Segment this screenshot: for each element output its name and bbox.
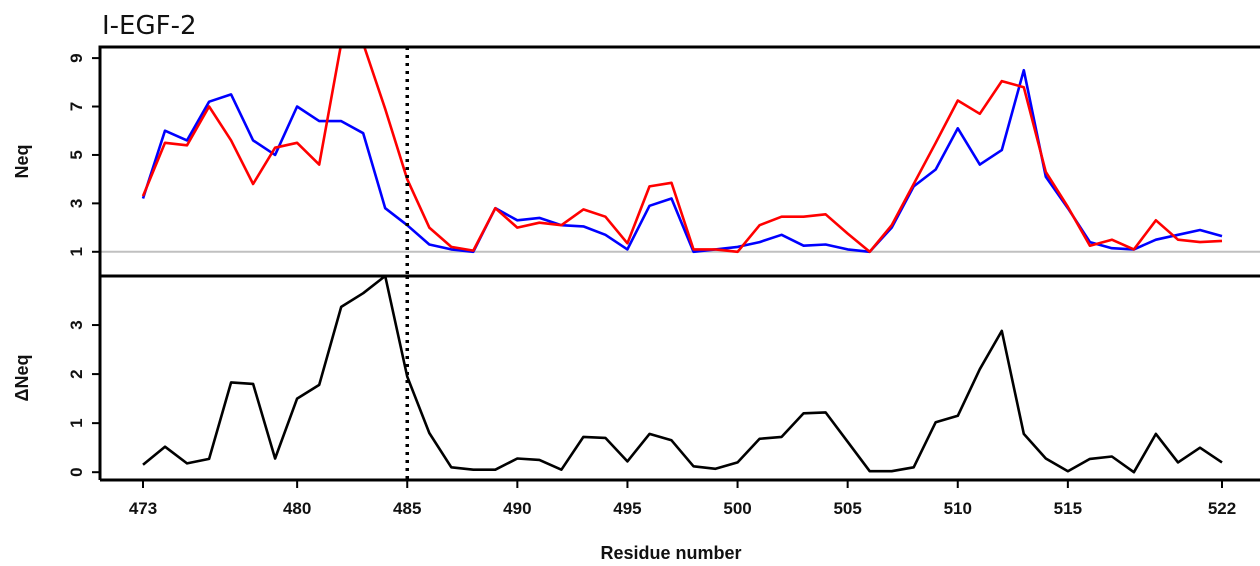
x-tick-label: 490 xyxy=(503,499,531,518)
x-tick-label: 505 xyxy=(833,499,861,518)
delta-neq-y-tick-label: 3 xyxy=(67,320,86,329)
delta-neq-panel: 0 1 2 3 473 480 485 490 495 500 505 510 515 522 ΔNeq… xyxy=(12,276,1260,563)
neq-series-1-line xyxy=(141,68,1223,254)
x-tick-label: 473 xyxy=(129,499,157,518)
x-axis-label: Residue number xyxy=(600,543,741,563)
x-tick-label: 510 xyxy=(944,499,972,518)
neq-y-tick-label: 5 xyxy=(67,150,86,159)
neq-y-tick-label: 9 xyxy=(67,53,86,62)
delta-neq-y-axis-label: ΔNeq xyxy=(12,355,32,402)
neq-series-group xyxy=(141,47,1223,254)
x-tick-label: 500 xyxy=(723,499,751,518)
neq-y-axis: 1 3 5 7 9 xyxy=(67,53,100,257)
delta-neq-y-tick-label: 0 xyxy=(67,467,86,476)
neq-series-2-line xyxy=(141,47,1223,254)
x-tick-label: 522 xyxy=(1208,499,1236,518)
x-tick-label: 480 xyxy=(283,499,311,518)
delta-neq-series-line xyxy=(142,276,1223,474)
neq-y-tick-label: 1 xyxy=(67,247,86,256)
residue-x-axis: 473 480 485 490 495 500 505 510 515 522 xyxy=(129,480,1236,518)
x-tick-label: 495 xyxy=(613,499,641,518)
neq-y-tick-label: 7 xyxy=(67,102,86,111)
chart-title: I-EGF-2 xyxy=(102,11,197,41)
neq-y-tick-label: 3 xyxy=(67,199,86,208)
x-tick-label: 485 xyxy=(393,499,421,518)
neq-panel: 1 3 5 7 9 Neq xyxy=(12,45,1260,278)
delta-neq-y-axis: 0 1 2 3 xyxy=(67,320,100,477)
delta-neq-y-tick-label: 1 xyxy=(67,418,86,427)
delta-neq-y-tick-label: 2 xyxy=(67,369,86,378)
delta-neq-series-group xyxy=(142,276,1223,474)
neq-panel-frame xyxy=(98,45,1260,278)
x-tick-label: 515 xyxy=(1054,499,1082,518)
neq-y-axis-label: Neq xyxy=(12,144,32,178)
